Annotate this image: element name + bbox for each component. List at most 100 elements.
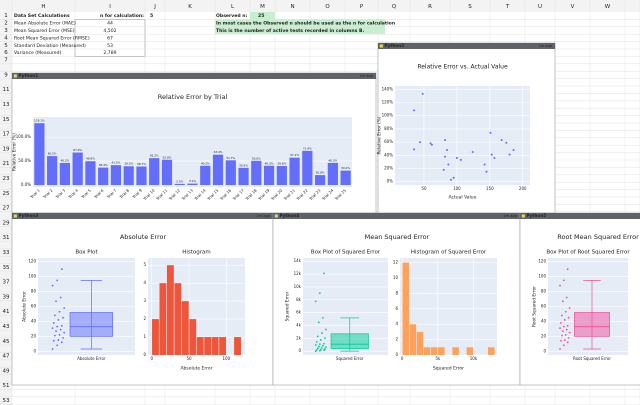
column-header: I (109, 4, 111, 10)
value-label: 129.1% (34, 119, 45, 123)
value-label: 41.5% (111, 161, 120, 165)
y-axis-title: Squared Error (285, 291, 291, 321)
x-tick-label: 5k (435, 356, 441, 361)
point (500, 139, 503, 142)
bar (149, 158, 160, 186)
bar (110, 165, 122, 186)
point (53, 314, 56, 317)
point (325, 346, 327, 349)
value-label: 38.7% (137, 162, 146, 166)
row-header: 9 (4, 72, 8, 78)
histogram-bar (196, 337, 204, 355)
column-header: U (538, 4, 542, 10)
y-tick-label: 10 (393, 275, 399, 280)
bar (161, 159, 173, 186)
box (69, 312, 114, 337)
row-header: 33 (3, 250, 10, 256)
point (459, 158, 462, 161)
y-tick-label: 2k (296, 335, 302, 340)
histogram-bar (423, 347, 431, 355)
bar (327, 162, 338, 186)
point (320, 347, 323, 349)
point (564, 333, 567, 336)
point (430, 143, 433, 146)
column-header: V (571, 4, 575, 10)
y-tick-label: 8 (395, 290, 398, 295)
point (566, 268, 569, 271)
x-tick-label: 100 (223, 356, 231, 361)
point (323, 342, 325, 345)
cell: Observed n: (216, 13, 248, 19)
bar (289, 157, 300, 186)
point (564, 310, 567, 313)
point (323, 349, 325, 352)
value-label: 60.5% (48, 152, 57, 156)
cell: Mean Absolute Error (MAE) (14, 21, 76, 27)
column-header: L (231, 4, 235, 10)
point (316, 347, 319, 350)
bar (276, 166, 287, 186)
histogram-bar (402, 262, 409, 355)
y-tick-label: 12 (393, 260, 399, 265)
point (566, 341, 569, 344)
point (566, 325, 569, 327)
row-header: 5 (4, 43, 8, 49)
column-header: N (290, 4, 294, 10)
histogram-bar (452, 347, 459, 355)
x-tick-label: 150 (486, 186, 494, 191)
y-tick-label: 120 (28, 259, 36, 264)
point (324, 337, 326, 340)
panel-heading: Absolute Error (120, 233, 167, 241)
point (315, 340, 318, 343)
panel-status: 1m ago (256, 214, 270, 218)
point (485, 170, 488, 173)
histogram-bar (211, 337, 219, 355)
point (567, 336, 570, 339)
panel-tab: Python2 (385, 43, 405, 48)
row-header: 1 (4, 13, 8, 19)
point (559, 348, 561, 350)
point (562, 344, 565, 347)
cell: 44 (107, 21, 113, 27)
python-icon (274, 213, 279, 219)
row-header: 2 (4, 21, 8, 27)
point (60, 341, 63, 344)
point (53, 334, 56, 337)
column-header: W (605, 4, 611, 10)
row-header: 6 (4, 50, 8, 56)
point (442, 168, 445, 171)
row-header: 49 (3, 368, 10, 374)
point (325, 328, 327, 331)
y-tick-label: 100 (538, 274, 546, 279)
point (55, 330, 57, 333)
row-header: 17 (3, 132, 10, 138)
y-tick-label: 12k (294, 271, 302, 276)
x-tick-label: 0 (150, 356, 153, 361)
y-tick-label: 120 (538, 259, 546, 264)
column-header: O (325, 4, 330, 10)
histogram-bar (181, 301, 189, 355)
histogram-bar (409, 324, 417, 355)
column-header: P (360, 4, 364, 10)
y-tick-label: 60 (541, 304, 547, 309)
point (493, 156, 496, 159)
y-tick-label: 2 (395, 337, 398, 342)
point (565, 296, 568, 299)
point (55, 300, 57, 303)
value-label: 63.4% (214, 150, 223, 154)
point (562, 279, 565, 282)
x-axis-title: Squared Error (433, 366, 464, 372)
point (561, 334, 563, 337)
point (568, 307, 571, 309)
y-tick-label: 40% (384, 152, 393, 157)
y-tick-label: 4k (296, 322, 302, 327)
point (57, 319, 60, 321)
panel-tab: Python5 (527, 213, 547, 218)
point (319, 348, 322, 351)
point (314, 344, 317, 346)
value-label: 36.4% (99, 163, 108, 167)
row-header: 4 (4, 35, 8, 41)
point (320, 332, 323, 335)
point (490, 153, 493, 156)
cell: Standard Deviation (Measured) (14, 43, 86, 49)
